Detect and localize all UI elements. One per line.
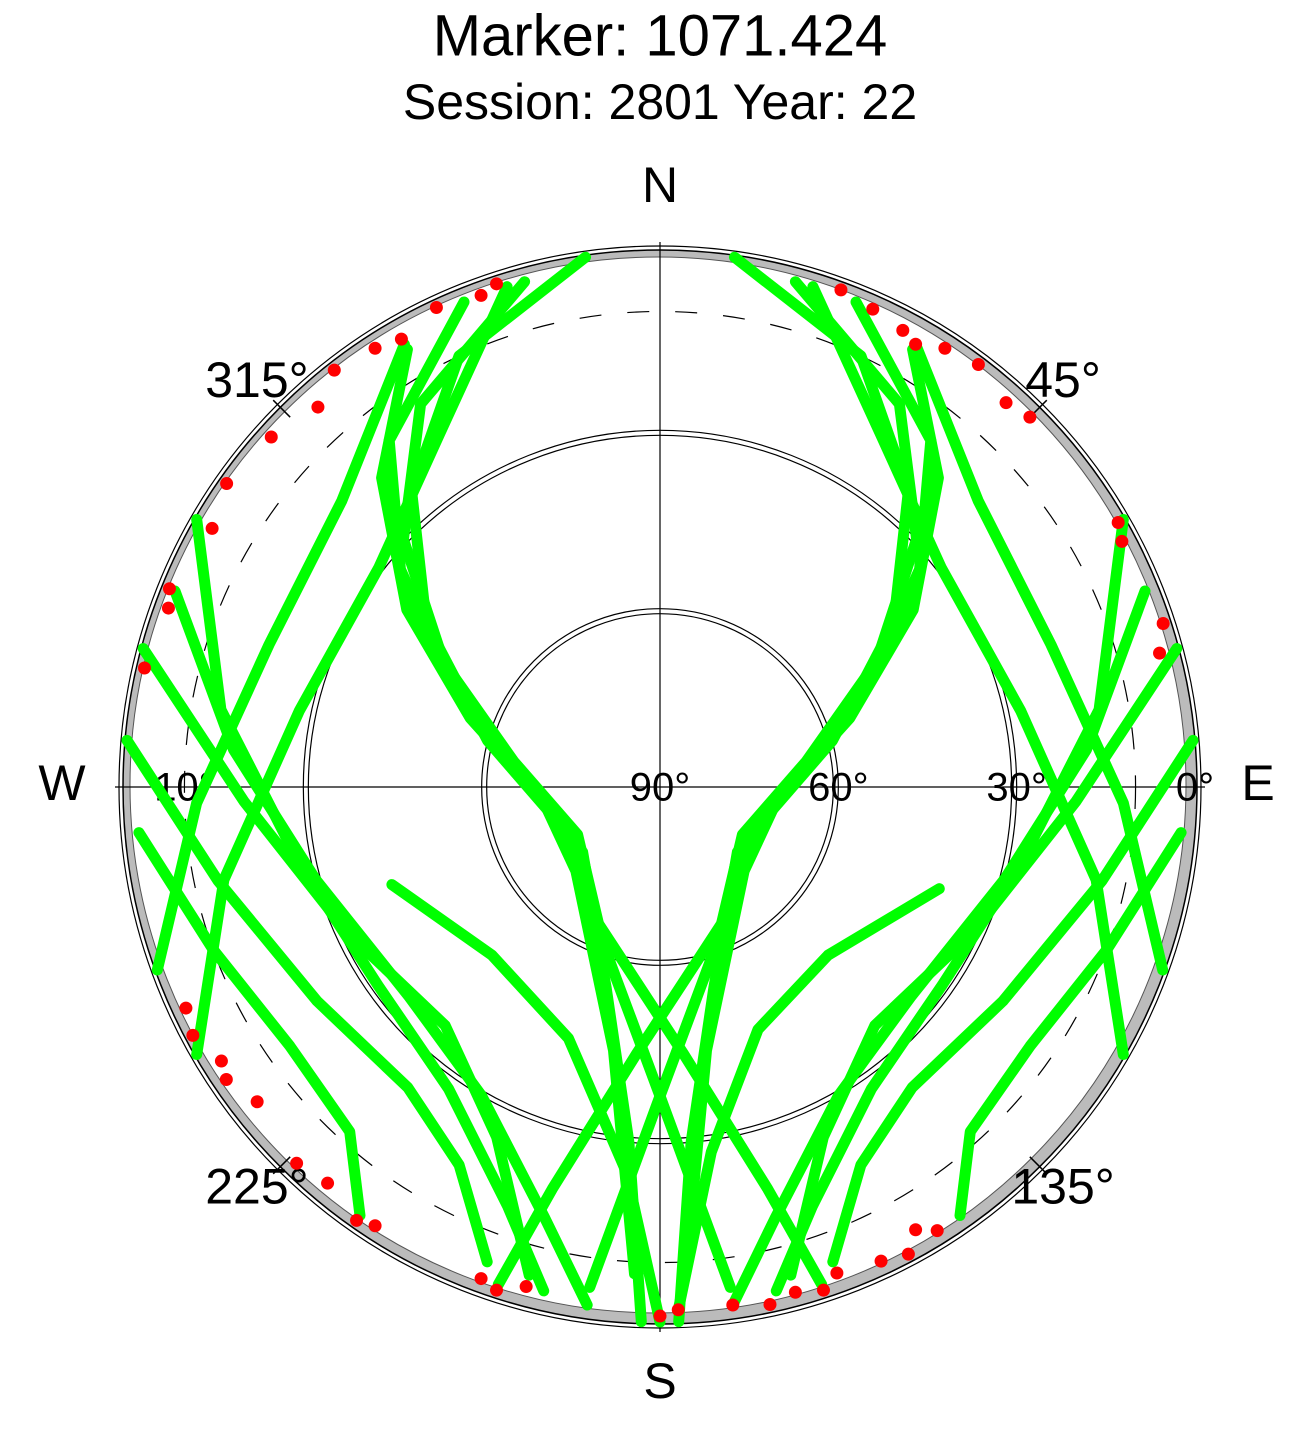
azimuth-tick bbox=[272, 399, 291, 418]
low-elevation-point bbox=[816, 1283, 830, 1297]
low-elevation-point bbox=[1023, 410, 1037, 424]
low-elevation-point bbox=[909, 1223, 923, 1237]
direction-label: E bbox=[1241, 755, 1274, 811]
low-elevation-point bbox=[834, 283, 848, 297]
chart-subtitle: Session: 2801 Year: 22 bbox=[403, 74, 917, 130]
low-elevation-point bbox=[264, 430, 278, 444]
low-elevation-point bbox=[671, 1303, 685, 1317]
low-elevation-point bbox=[220, 477, 234, 491]
low-elevation-point bbox=[250, 1095, 264, 1109]
low-elevation-point bbox=[290, 1156, 304, 1170]
chart-title: Marker: 1071.424 bbox=[433, 3, 888, 68]
grid-circle bbox=[183, 310, 1137, 1264]
low-elevation-point bbox=[368, 1219, 382, 1233]
elevation-label: 0° bbox=[1176, 766, 1214, 810]
low-elevation-point bbox=[179, 1001, 193, 1015]
satellite-track bbox=[191, 281, 513, 1060]
low-elevation-point bbox=[205, 521, 219, 535]
low-elevation-point bbox=[490, 277, 504, 291]
grid-circle bbox=[481, 608, 839, 966]
low-elevation-point bbox=[999, 396, 1013, 410]
satellite-track bbox=[770, 514, 1129, 1297]
low-elevation-point bbox=[429, 301, 443, 315]
low-elevation-point bbox=[162, 582, 176, 596]
low-elevation-point bbox=[311, 400, 325, 414]
direction-label: N bbox=[642, 157, 678, 213]
satellite-track bbox=[376, 343, 640, 1280]
low-elevation-point bbox=[519, 1280, 533, 1294]
azimuth-label: 315° bbox=[205, 352, 308, 408]
low-elevation-point bbox=[214, 1054, 228, 1068]
satellite-track bbox=[910, 338, 1169, 976]
elevation-label: 60° bbox=[808, 766, 869, 810]
low-elevation-point bbox=[186, 1028, 200, 1042]
satellite-track bbox=[133, 827, 366, 1221]
satellite-track bbox=[807, 281, 1129, 1060]
grid-circle bbox=[486, 613, 834, 961]
low-elevation-point bbox=[874, 1254, 888, 1268]
satellite-track bbox=[785, 643, 1183, 1281]
low-elevation-point bbox=[394, 332, 408, 346]
satellite-track bbox=[191, 514, 550, 1297]
low-elevation-point bbox=[763, 1297, 777, 1311]
azimuth-label: 225° bbox=[205, 1158, 308, 1214]
low-elevation-point bbox=[474, 288, 488, 302]
low-elevation-point bbox=[327, 363, 341, 377]
low-elevation-point bbox=[909, 337, 923, 351]
low-elevation-point bbox=[1111, 515, 1125, 529]
satellite-track bbox=[151, 338, 410, 976]
azimuth-label: 45° bbox=[1025, 352, 1101, 408]
low-elevation-point bbox=[1156, 617, 1170, 631]
satellite-track bbox=[954, 827, 1187, 1221]
low-elevation-point bbox=[653, 1309, 667, 1323]
low-elevation-point bbox=[830, 1266, 844, 1280]
low-elevation-point bbox=[161, 601, 175, 615]
low-elevation-point bbox=[901, 1247, 915, 1261]
azimuth-tick bbox=[272, 1156, 291, 1175]
azimuth-label: 135° bbox=[1011, 1158, 1114, 1214]
satellite-track bbox=[137, 643, 535, 1281]
satellite-track bbox=[680, 343, 944, 1280]
low-elevation-point bbox=[971, 357, 985, 371]
direction-label: S bbox=[643, 1353, 676, 1409]
low-elevation-point bbox=[930, 1224, 944, 1238]
low-elevation-point bbox=[490, 1283, 504, 1297]
elevation-label: 30° bbox=[986, 766, 1047, 810]
satellite-track bbox=[386, 879, 666, 1328]
low-elevation-point bbox=[138, 661, 152, 675]
low-elevation-point bbox=[788, 1285, 802, 1299]
satellite-track bbox=[827, 734, 1199, 1268]
azimuth-tick bbox=[1029, 1156, 1048, 1175]
grid-circle bbox=[307, 434, 1013, 1140]
low-elevation-point bbox=[219, 1073, 233, 1087]
low-elevation-point bbox=[726, 1298, 740, 1312]
low-elevation-point bbox=[368, 341, 382, 355]
satellite-track bbox=[672, 883, 945, 1316]
low-elevation-point bbox=[321, 1176, 335, 1190]
low-elevation-point bbox=[1115, 534, 1129, 548]
elevation-label: 90° bbox=[630, 766, 691, 810]
low-elevation-point bbox=[1153, 646, 1167, 660]
direction-label: W bbox=[38, 755, 86, 811]
grid-circle bbox=[302, 429, 1018, 1145]
satellite-track bbox=[121, 734, 493, 1268]
low-elevation-point bbox=[866, 302, 880, 316]
low-elevation-point bbox=[896, 323, 910, 337]
low-elevation-point bbox=[350, 1213, 364, 1227]
low-elevation-point bbox=[474, 1272, 488, 1286]
low-elevation-point bbox=[938, 341, 952, 355]
